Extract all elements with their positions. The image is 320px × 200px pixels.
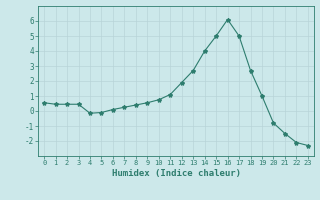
X-axis label: Humidex (Indice chaleur): Humidex (Indice chaleur) [111,169,241,178]
